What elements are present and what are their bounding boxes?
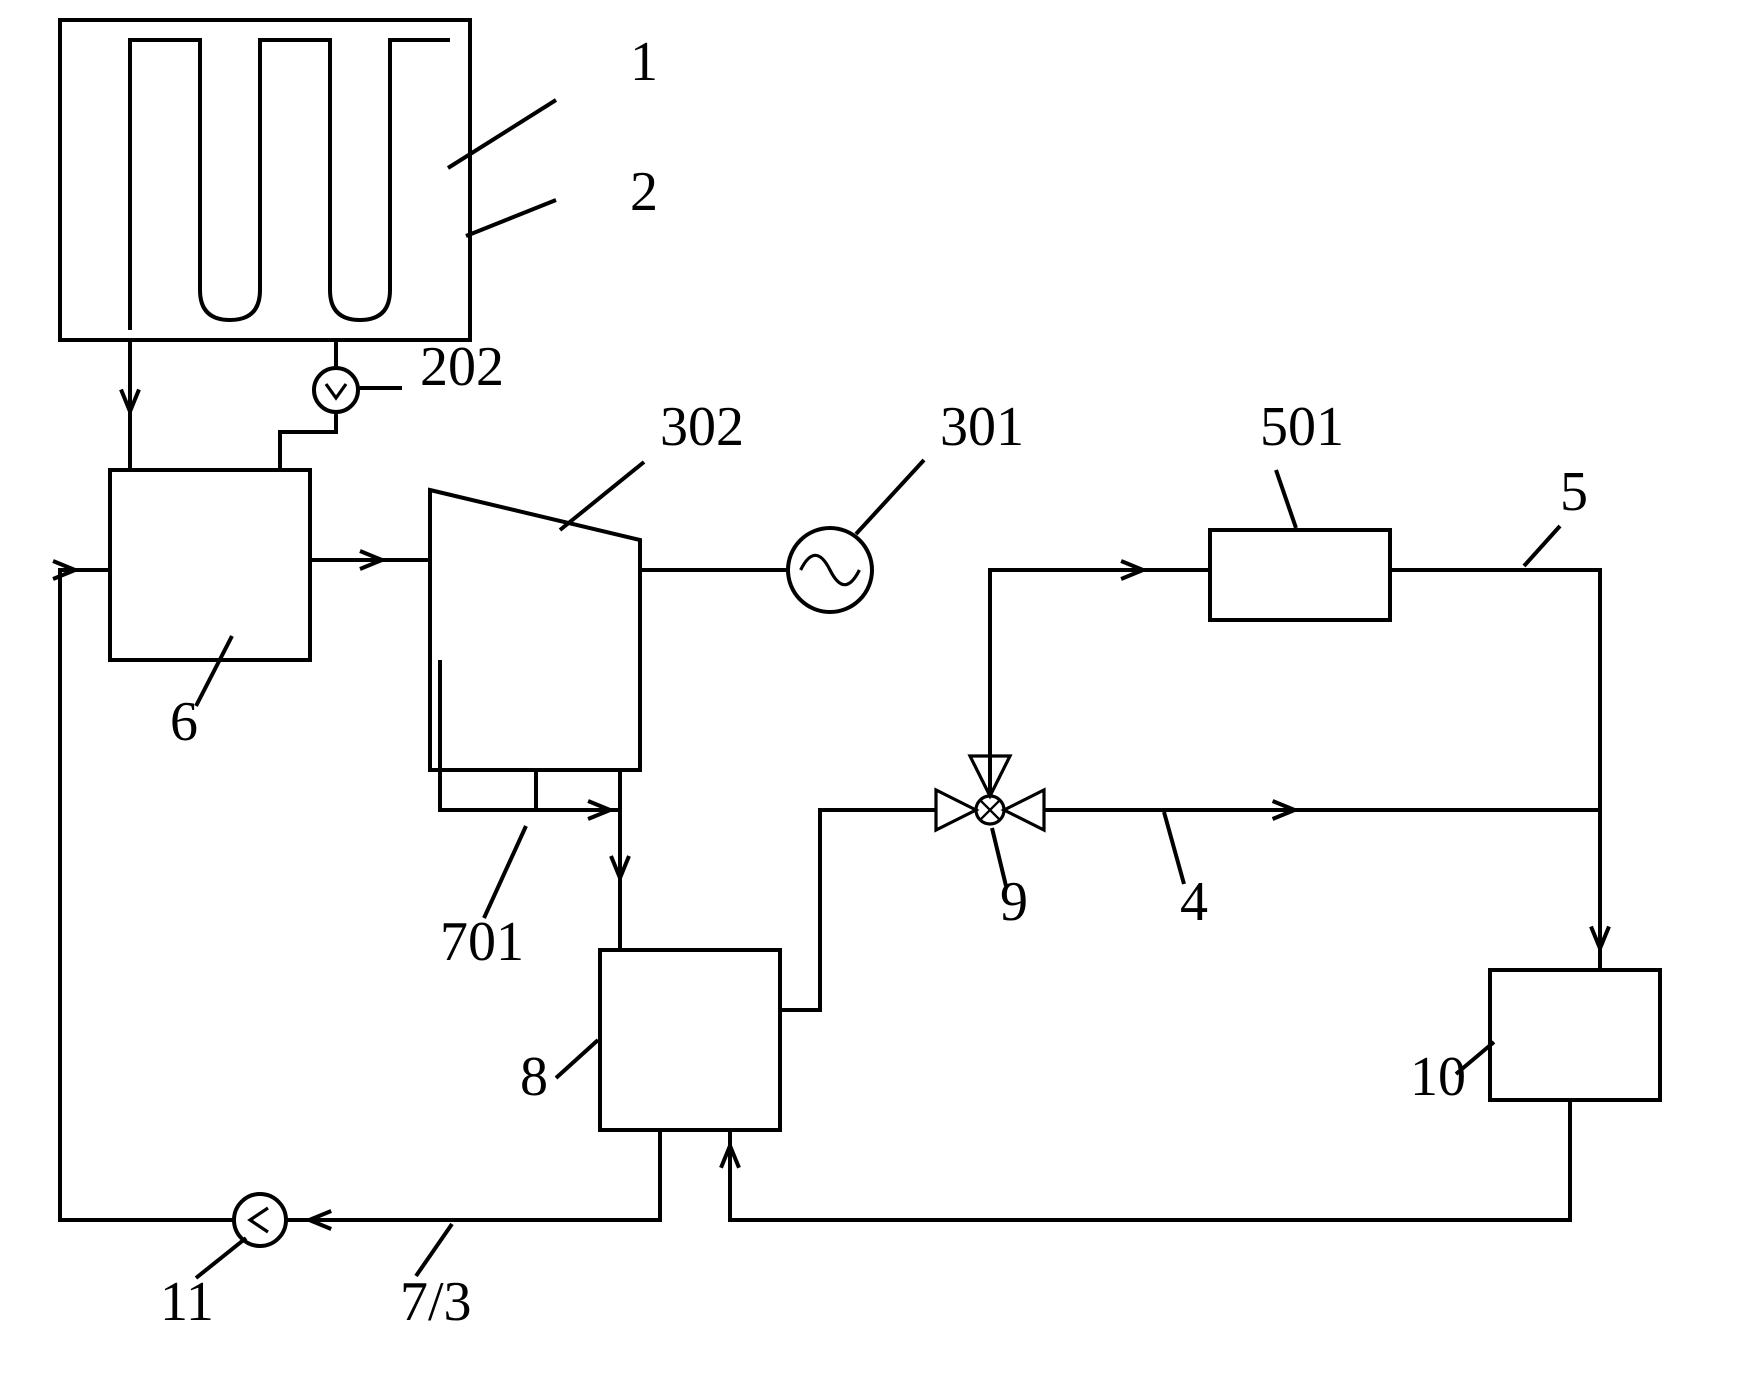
edge-box501-to-junction — [1390, 570, 1600, 810]
label-n5: 5 — [1560, 461, 1588, 523]
pump11-arrow — [250, 1208, 268, 1232]
edge-leader-6 — [196, 636, 232, 706]
label-n4: 4 — [1180, 871, 1208, 933]
label-n501: 501 — [1260, 396, 1344, 458]
edge-leader-7_3 — [416, 1224, 452, 1276]
edge-leader-301 — [856, 460, 924, 534]
edge-valve9-right-to-10 — [1044, 810, 1600, 970]
edge-turbine-bot-to-merge — [536, 770, 620, 810]
label-n8: 8 — [520, 1046, 548, 1108]
edge-box6-left-to-pump11 — [60, 570, 234, 1220]
label-n301: 301 — [940, 396, 1024, 458]
label-n6: 6 — [170, 691, 198, 753]
label-n2: 2 — [630, 161, 658, 223]
node-box8 — [600, 950, 780, 1130]
label-n9: 9 — [1000, 871, 1028, 933]
edge-valve9-up-to-501 — [990, 570, 1210, 796]
pump202-arrow — [326, 384, 346, 398]
label-n202: 202 — [420, 336, 504, 398]
label-n7_3: 7/3 — [400, 1271, 472, 1333]
edge-line-701 — [440, 660, 536, 810]
label-n302: 302 — [660, 396, 744, 458]
node-turbine — [430, 490, 640, 770]
edge-leader-701 — [484, 826, 526, 918]
edge-box8-to-pump11 — [286, 1130, 660, 1220]
node-pump202 — [314, 368, 358, 412]
diagram-canvas: 1 2 202 302 301 501 5 6 9 4 701 8 10 11 7/3 — [0, 0, 1740, 1386]
edge-leader-5 — [1524, 526, 1560, 566]
edge-pump202-to-box6 — [280, 412, 336, 470]
edge-leader-2 — [466, 200, 556, 236]
label-n10: 10 — [1410, 1046, 1466, 1108]
node-box6 — [110, 470, 310, 660]
edge-leader-8 — [556, 1040, 598, 1078]
node-serpentine — [130, 40, 450, 330]
gen-wave — [801, 555, 860, 584]
edge-leader-1 — [448, 100, 556, 168]
edge-leader-501 — [1276, 470, 1296, 528]
label-n701: 701 — [440, 911, 524, 973]
node-box10 — [1490, 970, 1660, 1100]
label-n11: 11 — [160, 1271, 214, 1333]
label-n1: 1 — [630, 31, 658, 93]
node-box1 — [60, 20, 470, 340]
node-box501 — [1210, 530, 1390, 620]
edge-leader-302 — [560, 462, 644, 530]
edge-box10-to-box8-bottom — [730, 1100, 1570, 1220]
edge-box8-to-valve9 — [780, 810, 936, 1010]
node-pump11 — [234, 1194, 286, 1246]
